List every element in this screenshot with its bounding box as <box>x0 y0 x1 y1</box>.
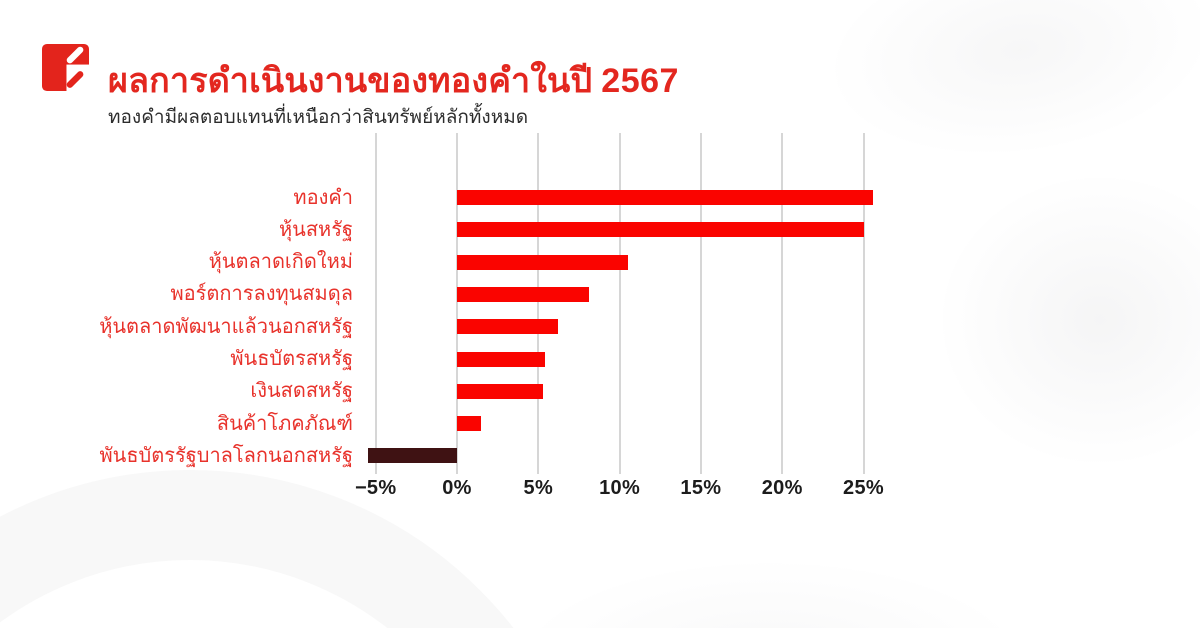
value-bar <box>457 416 482 432</box>
x-gridline <box>374 133 377 474</box>
x-gridline <box>781 133 784 474</box>
x-gridline <box>699 133 702 474</box>
category-label: เงินสดสหรัฐ <box>250 380 353 403</box>
value-bar <box>457 383 544 399</box>
category-label: หุ้นตลาดพัฒนาแล้วนอกสหรัฐ <box>99 315 353 338</box>
value-bar <box>457 222 864 238</box>
x-axis-tick-label: 15% <box>680 477 722 499</box>
x-gridline <box>862 133 865 474</box>
x-gridline <box>456 133 458 474</box>
x-gridline <box>618 133 621 474</box>
value-bar <box>457 351 545 367</box>
value-bar <box>367 448 457 464</box>
x-axis-tick-label: 5% <box>523 477 554 499</box>
page-title-text: ผลการดำเนินงานของทองคำในปี <box>108 61 593 100</box>
value-bar <box>457 190 874 205</box>
category-label: หุ้นตลาดเกิดใหม่ <box>208 251 353 274</box>
value-bar <box>457 286 589 302</box>
category-label: พันธบัตรสหรัฐ <box>230 348 353 370</box>
page-subtitle: ทองคำมีผลตอบแทนที่เหนือกว่าสินทรัพย์หลัก… <box>108 107 529 128</box>
page-title-year: 2567 <box>601 61 679 100</box>
category-label: ทองคำ <box>293 186 353 209</box>
x-gridline <box>537 133 540 474</box>
category-label: พันธบัตรรัฐบาลโลกนอกสหรัฐ <box>99 444 353 467</box>
x-axis-tick-label: −5% <box>354 477 397 499</box>
x-axis-tick-label: 25% <box>843 477 884 499</box>
category-label: หุ้นสหรัฐ <box>278 218 353 241</box>
page-title: ผลการดำเนินงานของทองคำในปี 2567 <box>108 59 679 103</box>
x-axis-tick-label: 10% <box>599 477 641 499</box>
brand-arrow-logo-icon <box>42 44 89 91</box>
value-bar <box>457 319 558 335</box>
x-axis-tick-label: 0% <box>442 477 472 499</box>
x-axis-tick-label: 20% <box>761 477 803 499</box>
category-label: สินค้าโภคภัณฑ์ <box>216 412 353 435</box>
category-label: พอร์ตการลงทุนสมดุล <box>170 283 353 306</box>
value-bar <box>457 254 628 270</box>
